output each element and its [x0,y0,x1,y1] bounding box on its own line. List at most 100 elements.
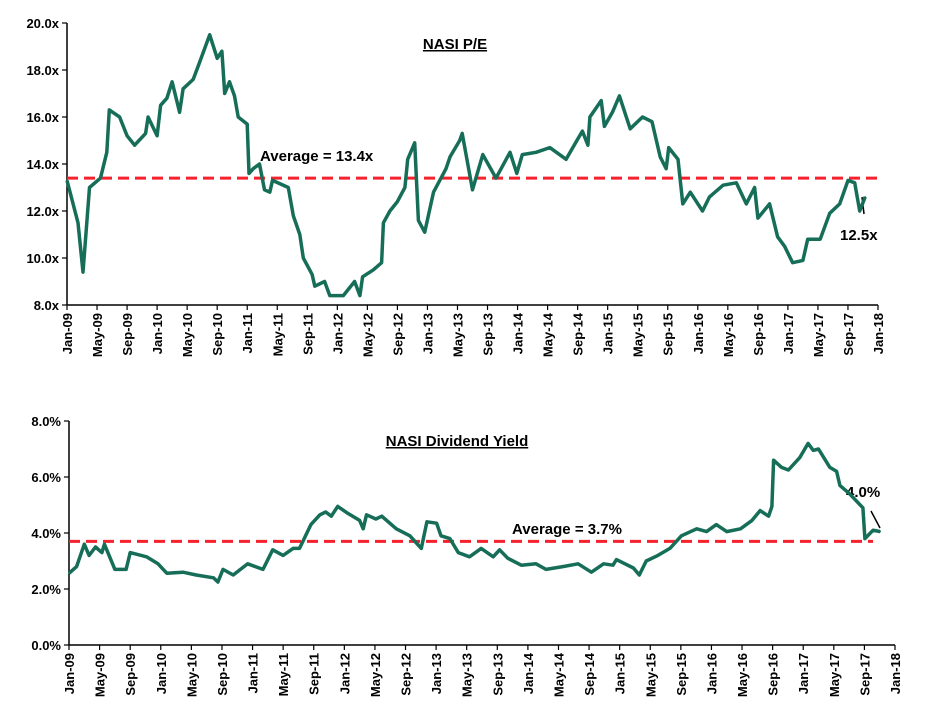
pe-data-point [144,132,147,135]
pe-data-point [311,273,313,276]
pe-x-tick-label: May-10 [180,313,195,357]
pe-data-point [576,139,578,142]
pe-chart: NASI P/E Average = 13.4x 12.5x 8.0x 10.0x… [26,16,886,357]
pe-data-point [314,285,316,288]
pe-data-point [665,167,667,170]
pe-x-tick-label: Sep-17 [841,313,856,356]
dy-data-point [695,528,698,530]
pe-data-point [641,116,644,118]
pe-data-point [359,294,361,297]
dy-x-tick-label: Jan-15 [613,653,628,694]
dy-y-tick-label: 2.0% [31,582,61,597]
pe-data-point [323,280,326,283]
dy-x-tick-label: Sep-16 [766,653,781,696]
dy-data-point [330,515,333,517]
dy-average-label: Average = 3.7% [512,521,622,538]
dy-data-point [615,558,618,561]
pe-x-tick-label: Jan-12 [330,313,345,354]
pe-x-tick-label: Sep-14 [571,312,586,355]
dy-data-point [828,466,831,469]
dy-x-tick-label: Jan-14 [521,652,536,694]
pe-data-point [864,196,866,198]
dy-x-tick-label: May-17 [827,653,842,697]
dy-x-tick-label: Jan-18 [888,653,903,694]
pe-data-point [449,156,451,158]
pe-x-tick-label: Jan-15 [601,313,616,354]
pe-y-tick-label: 20.0x [26,16,59,31]
pe-data-point [603,125,606,128]
dy-x-tick-label: May-13 [460,653,475,697]
pe-x-tick-label: May-13 [450,313,465,357]
pe-data-point [252,167,254,170]
pe-x-tick-label: Jan-09 [60,313,75,354]
pe-data-point [248,172,250,175]
pe-data-point [802,259,804,262]
dy-data-point [848,493,851,495]
pe-data-point [258,163,261,165]
pe-x-tick-label: May-17 [811,313,826,357]
pe-data-point [858,210,861,212]
dy-data-point [645,560,647,562]
pe-data-point [423,231,426,233]
dy-x-tick-label: Sep-14 [582,652,597,695]
dy-x-tick-label: Sep-09 [123,653,138,696]
pe-data-point [299,233,301,236]
pe-data-point [396,200,399,203]
pe-data-point [589,116,591,118]
dy-data-point [751,519,753,522]
pe-x-tick-label: May-14 [541,312,556,357]
pe-data-point [445,167,447,170]
pe-average-label: Average = 13.4x [260,148,374,165]
pe-chart-title: NASI P/E [423,36,487,53]
pe-data-point [233,95,236,97]
pe-data-point [271,179,274,182]
pe-y-tick-label: 14.0x [26,157,59,172]
dy-data-point [817,448,820,450]
pe-data-point [828,212,831,215]
dy-data-point [232,574,234,576]
pe-data-point [77,222,79,224]
dy-data-point [319,514,321,516]
pe-x-tick-label: May-12 [360,313,375,357]
dy-data-point [409,535,411,537]
pe-x-tick-label: May-15 [631,313,646,357]
dy-x-tick-label: May-15 [643,653,658,697]
dy-x-tick-label: Sep-12 [399,653,414,696]
pe-x-tick-label: Jan-13 [420,313,435,354]
dy-data-point [590,571,593,573]
pe-data-point [587,144,589,146]
dy-data-point [375,518,377,520]
pe-data-point [237,116,239,118]
pe-data-point [682,203,684,205]
dy-data-point [94,546,97,548]
pe-data-point [361,276,364,278]
dy-x-tick-label: Jan-13 [429,653,444,694]
pe-data-point [611,111,614,114]
dy-data-point [492,556,495,558]
dy-data-point [725,530,728,533]
pe-data-point [106,151,108,154]
pe-x-tick-label: May-11 [270,313,285,356]
dy-data-point [799,456,801,459]
pe-data-point [618,95,621,97]
pe-data-point [269,191,271,193]
dy-data-point [365,514,368,516]
pe-data-point [757,217,759,219]
dy-chart-title: NASI Dividend Yield [386,433,529,450]
pe-data-point [99,177,102,179]
pe-data-point [198,62,201,64]
dy-x-tick-label: Jan-16 [704,653,719,694]
dy-x-tick-label: Jan-10 [154,653,169,694]
pe-data-point [292,214,295,217]
pe-y-tick-label: 10.0x [26,251,59,266]
pe-data-point [521,153,524,156]
dy-data-point [772,459,775,462]
pe-data-point [389,210,391,212]
dy-data-point [787,469,790,471]
pe-data-point [776,236,779,238]
pe-data-point [753,186,756,189]
pe-data-point [342,294,345,297]
dy-data-point [88,554,90,557]
pe-data-point [651,120,653,123]
